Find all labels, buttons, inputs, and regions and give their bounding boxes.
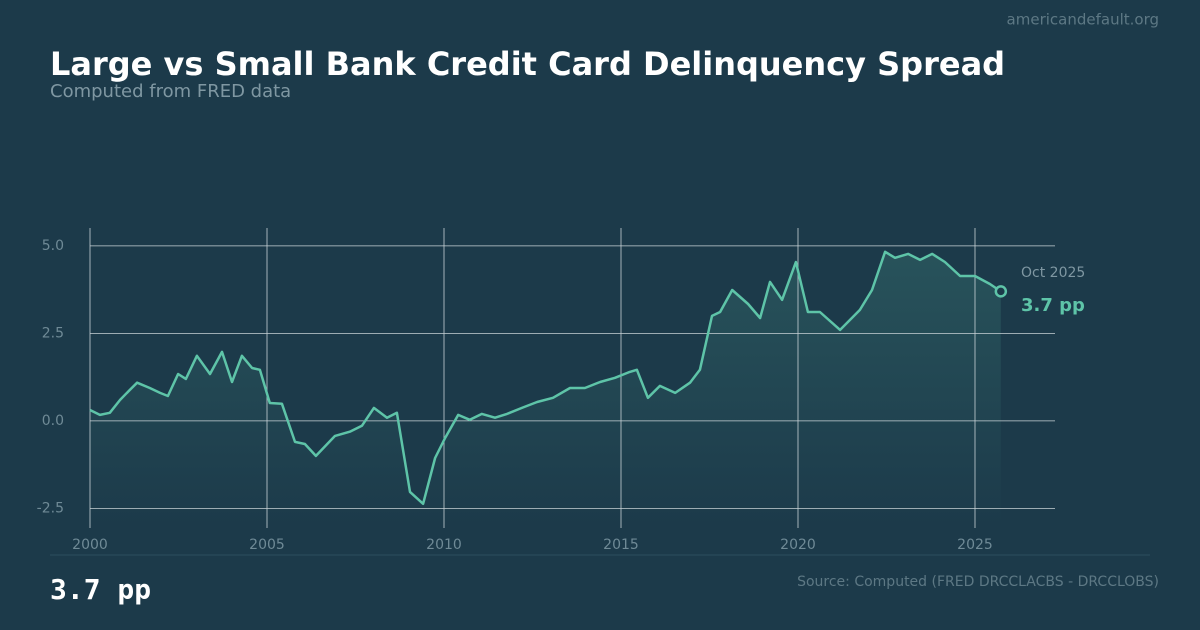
x-tick-label: 2005 [249, 537, 285, 553]
line [89, 250, 1002, 506]
site-name: americandefault.org [1007, 11, 1159, 29]
x-tick-label: 2015 [603, 537, 639, 553]
last-value: 3.7 pp [1021, 295, 1085, 316]
chart-subtitle: Computed from FRED data [50, 81, 291, 102]
x-tick-label: 2010 [426, 537, 462, 553]
x-tick-label: 2000 [72, 537, 108, 553]
y-tick-label: -2.5 [37, 500, 64, 516]
area [90, 251, 1001, 529]
headline-value: 3.7 pp [50, 573, 151, 606]
chart-title: Large vs Small Bank Credit Card Delinque… [50, 45, 1005, 83]
x-tick-label: 2020 [780, 537, 816, 553]
x-tick-label: 2025 [957, 537, 993, 553]
source: Source: Computed (FRED DRCCLACBS - DRCCL… [797, 574, 1159, 590]
last-date: Oct 2025 [1021, 265, 1085, 281]
y-tick-label: 2.5 [42, 325, 64, 341]
y-tick-label: 0.0 [42, 413, 64, 429]
y-tick-label: 5.0 [42, 238, 64, 254]
last-point [994, 285, 1008, 298]
